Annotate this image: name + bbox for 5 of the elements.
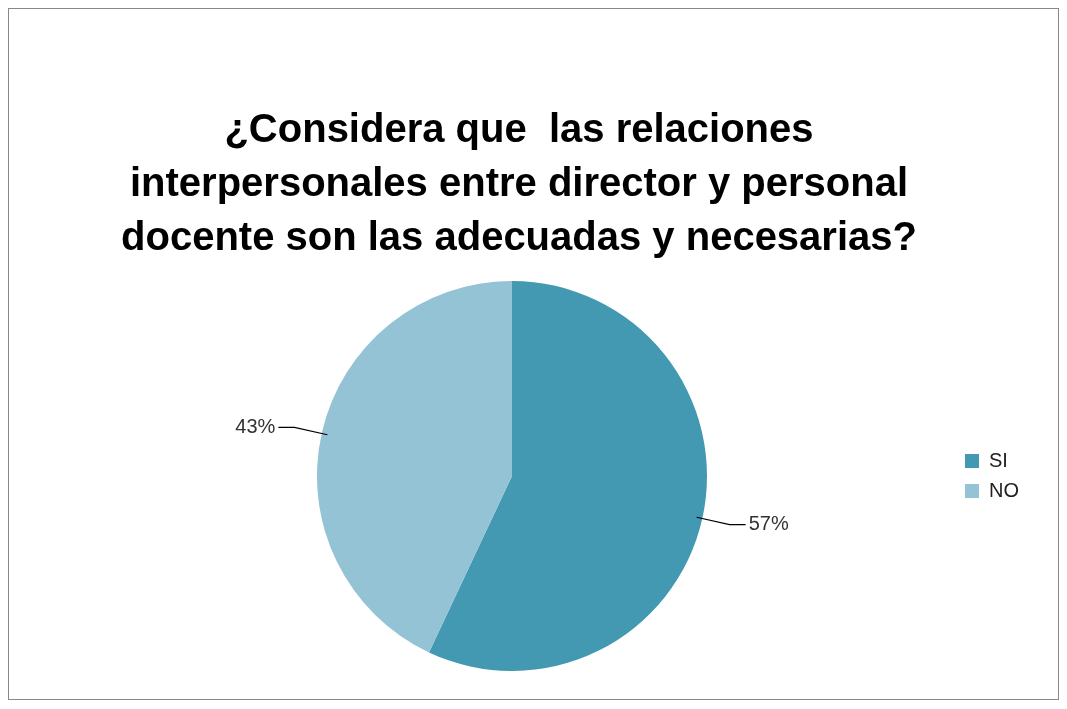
data-label: 57%: [748, 512, 789, 535]
legend-label: NO: [989, 478, 1019, 501]
data-label: 43%: [235, 414, 276, 437]
legend-label: SI: [989, 448, 1008, 471]
chart-title: ¿Considera que las relaciones interpersonales entre director y personal docente son las adecuadas y necesarias?: [120, 105, 918, 260]
